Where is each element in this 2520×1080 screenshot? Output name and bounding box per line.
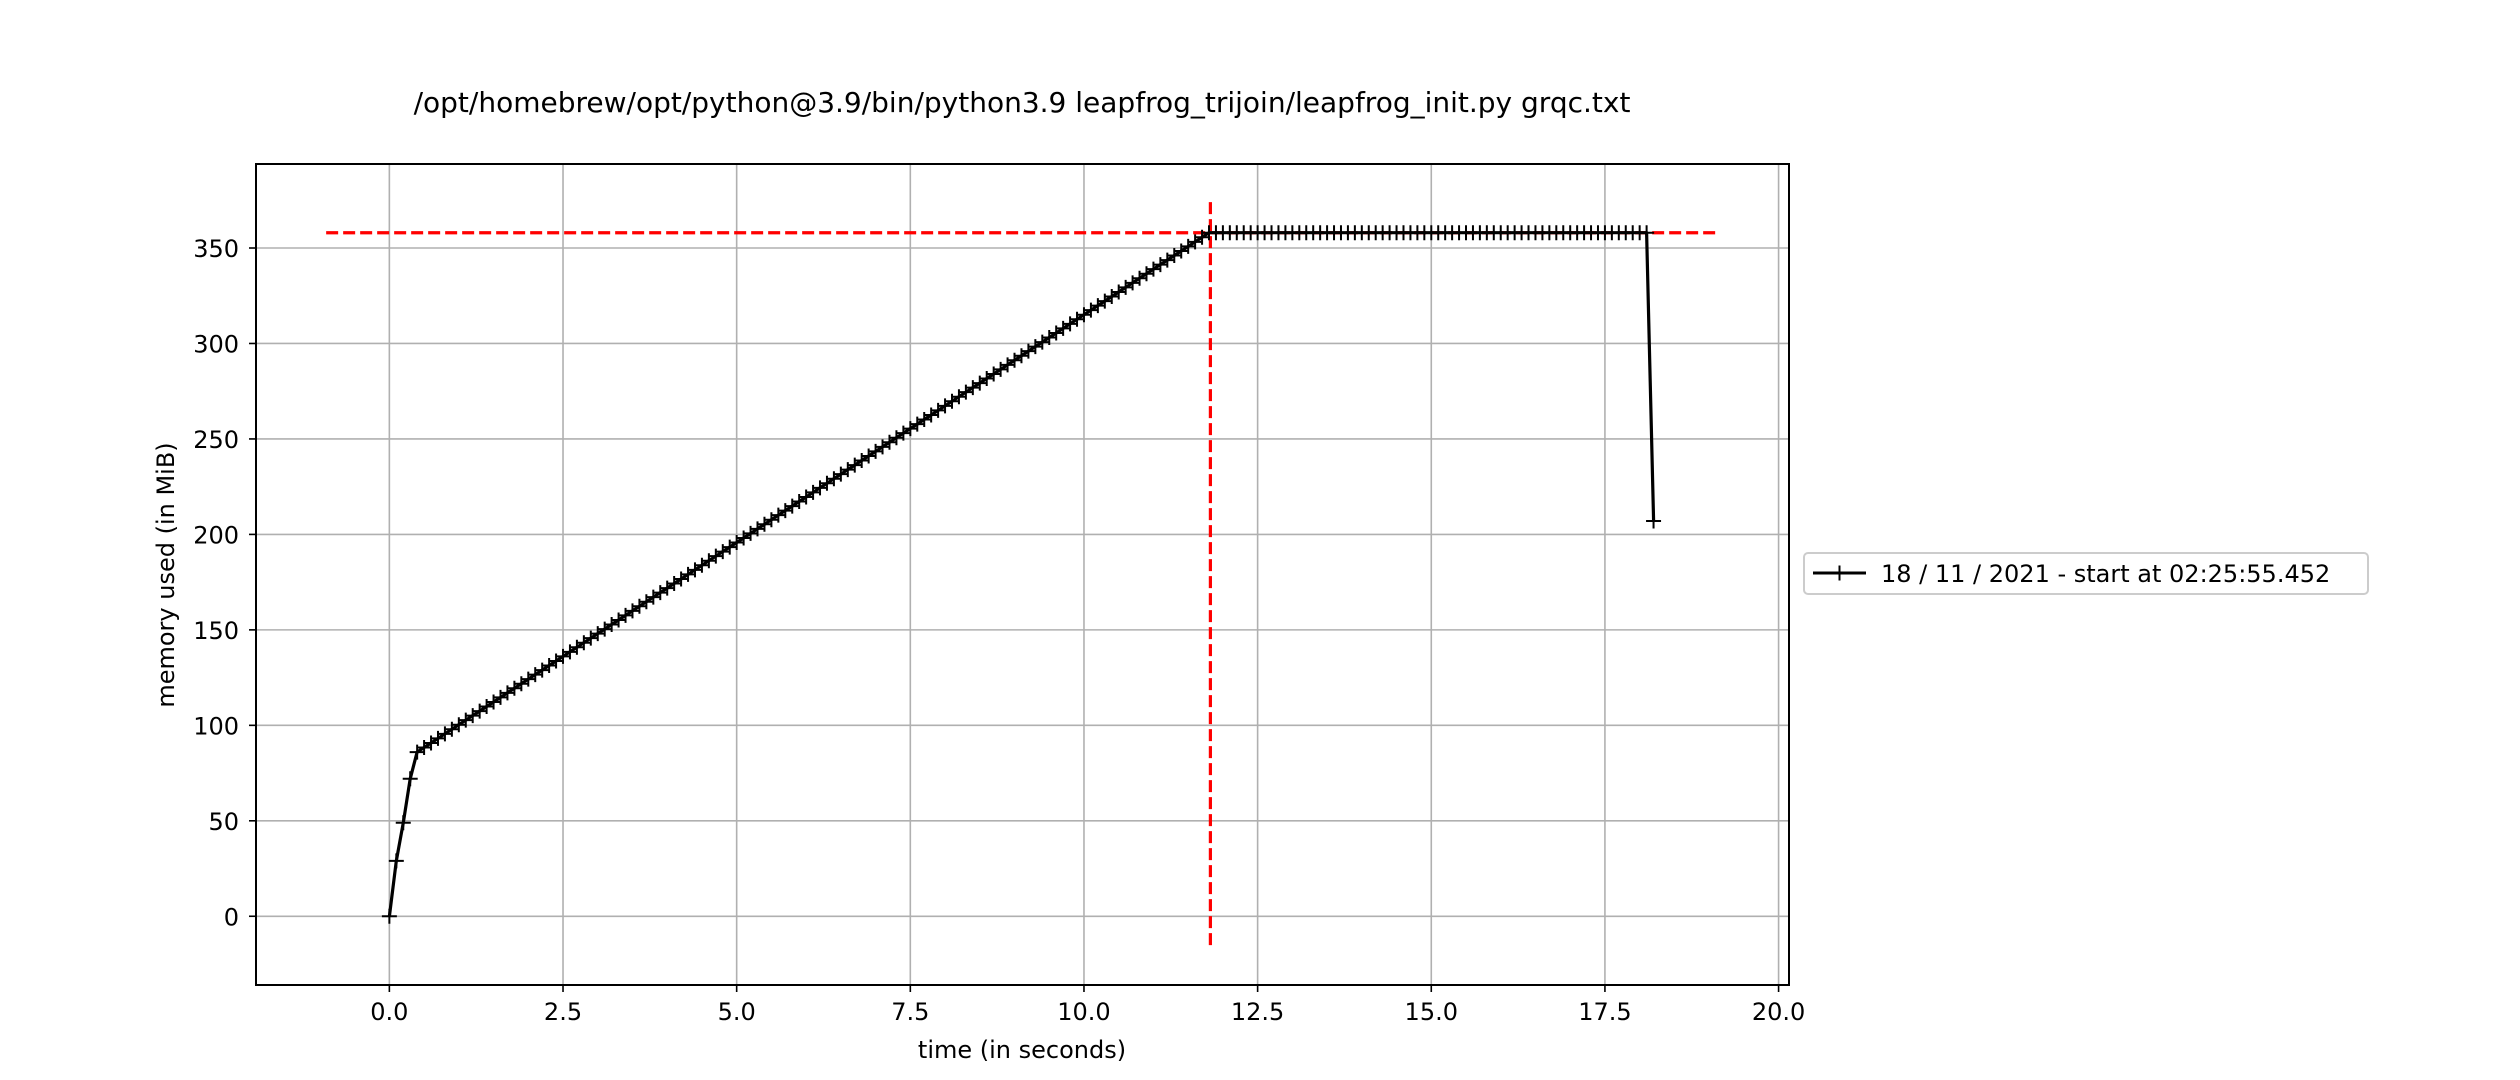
legend: 18 / 11 / 2021 - start at 02:25:55.452: [1803, 552, 2369, 595]
legend-marker: [1832, 565, 1847, 581]
y-axis-label: memory used (in MiB): [152, 442, 180, 707]
x-tick-label: 0.0: [370, 998, 408, 1026]
y-tick-label: 0: [224, 903, 239, 931]
x-tick-label: 10.0: [1057, 998, 1110, 1026]
data-point-marker: [395, 815, 411, 831]
plot-frame: [255, 163, 1790, 986]
data-point-marker: [402, 771, 418, 787]
x-tick-label: 17.5: [1578, 998, 1631, 1026]
chart-title: /opt/homebrew/opt/python@3.9/bin/python3…: [414, 86, 1631, 119]
y-tick-label: 150: [193, 617, 239, 645]
tick-layer: 0.0 2.5 5.0 7.5 10.0 12.5 15.0 17.5 20.0 0 50 100 15…: [193, 235, 1805, 1026]
y-tick-label: 200: [193, 521, 239, 549]
data-point-marker: [388, 853, 404, 869]
x-axis-label: time (in seconds): [918, 1036, 1126, 1064]
y-tick-label: 100: [193, 712, 239, 740]
y-tick-label: 50: [208, 808, 239, 836]
y-tick-label: 300: [193, 330, 239, 358]
legend-frame: [1803, 552, 2369, 595]
x-tick-label: 2.5: [544, 998, 582, 1026]
x-tick-label: 5.0: [718, 998, 756, 1026]
legend-label: 18 / 11 / 2021 - start at 02:25:55.452: [1881, 560, 2330, 588]
grid-layer: [256, 164, 1789, 985]
x-tick-label: 20.0: [1752, 998, 1805, 1026]
x-tick-label: 15.0: [1405, 998, 1458, 1026]
data-point-marker: [1646, 513, 1662, 529]
y-tick-label: 350: [193, 235, 239, 263]
data-point-marker: [381, 908, 397, 924]
data-point-marker: [1639, 225, 1655, 241]
series-layer: [381, 225, 1662, 924]
y-tick-label: 250: [193, 426, 239, 454]
x-tick-label: 7.5: [891, 998, 929, 1026]
x-tick-label: 12.5: [1231, 998, 1284, 1026]
